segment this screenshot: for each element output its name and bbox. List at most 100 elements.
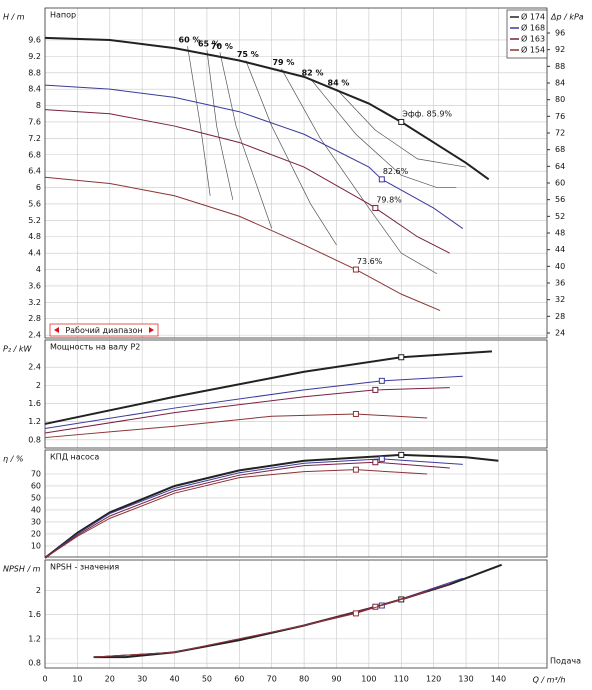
y2-tick-label: 72 [555,129,565,138]
y-tick-label: 2.4 [28,331,41,340]
y2-tick-label: 52 [555,212,565,221]
iso-efficiency-label: 75 % [237,50,259,59]
y-tick-label: 2 [36,381,41,390]
curve [44,387,450,434]
panel-title: NPSH - значения [50,563,119,572]
curve [44,350,493,425]
panel-title: Напор [50,11,76,20]
x-tick-label: 120 [426,675,441,684]
panel-frame [44,559,548,669]
y-tick-label: 0.8 [28,435,41,444]
y-tick-label: 7.6 [28,117,41,126]
iso-efficiency-line [206,50,234,200]
legend-label: Ø 168 [521,23,545,33]
duty-point-label: 79.8% [376,196,402,205]
legend-label: Ø 163 [521,34,545,44]
curve [93,563,503,659]
iso-efficiency-line [281,68,438,274]
x-tick-label: 10 [72,675,82,684]
y-tick-label: 8 [36,101,41,110]
iso-efficiency-label: 79 % [272,58,294,67]
y2-tick-label: 88 [555,62,565,71]
y2-tick-label: 36 [555,279,565,288]
y-tick-label: 9.2 [28,52,41,61]
range-label: Рабочий диапазон [65,326,142,335]
duty-point [352,266,359,273]
y-tick-label: 30 [31,517,41,526]
y-axis-label: P₂ / kW [3,345,32,354]
iso-efficiency-line [310,78,457,188]
x-tick-label: 140 [491,675,506,684]
y2-tick-label: 32 [555,295,565,304]
y2-tick-label: 56 [555,195,565,204]
y2-tick-label: 92 [555,45,565,54]
y-tick-label: 6 [36,183,41,192]
y-tick-label: 40 [31,505,41,514]
y-axis-label: H / m [3,13,25,22]
x-tick-label: 50 [202,675,212,684]
y2-tick-label: 40 [555,262,565,271]
panel-title: Мощность на валу P2 [50,343,140,352]
iso-efficiency-line [336,88,467,168]
curve [44,176,441,311]
y2-tick-label: 44 [555,245,565,254]
y-tick-label: 5.6 [28,199,41,208]
x-tick-label: 130 [458,675,473,684]
legend-label: Ø 154 [521,45,545,55]
curve [44,461,450,559]
y-tick-label: 4 [36,265,41,274]
y-tick-label: 70 [31,469,41,478]
duty-point-label: 82.6% [383,167,409,176]
legend-label: Ø 174 [521,12,545,22]
duty-point [372,386,379,393]
duty-point [378,455,385,462]
panel-frame [44,7,548,339]
duty-point [372,205,379,212]
y-tick-label: 20 [31,529,41,538]
x-tick-label: 100 [361,675,376,684]
y2-tick-label: 28 [555,312,565,321]
duty-point [398,118,405,125]
iso-efficiency-label: 65 % [198,40,220,49]
x-tick-label: 60 [234,675,244,684]
curve [44,453,499,559]
iso-efficiency-label: 60 % [179,36,201,45]
iso-efficiency-line [219,52,273,229]
y2-tick-label: 24 [555,329,565,338]
curve [93,591,428,658]
y-tick-label: 1.2 [28,634,41,643]
iso-efficiency-line [187,46,211,196]
curve [44,458,463,559]
iso-efficiency-label: 84 % [328,79,350,88]
duty-point [352,610,359,617]
y2-tick-label: 96 [555,29,565,38]
y-tick-label: 4.8 [28,232,41,241]
y-tick-label: 2.4 [28,363,41,372]
curve [44,109,451,254]
y-axis-label: NPSH / m [3,565,41,574]
y2-tick-label: 68 [555,145,565,154]
y2-axis-label: Δp / kPa [550,13,584,22]
duty-point [398,451,405,458]
panel-frame [44,339,548,449]
duty-point [352,466,359,473]
duty-point-label: 73.6% [357,257,383,266]
y2-tick-label: 64 [555,162,565,171]
y-tick-label: 7.2 [28,134,41,143]
y2-tick-label: 80 [555,95,565,104]
y-tick-label: 8.8 [28,68,41,77]
x-tick-label: 20 [105,675,115,684]
y-tick-label: 4.4 [28,249,41,258]
x-axis-label: Q / m³/h [533,676,566,685]
x-axis-note: Подача [550,657,581,666]
x-tick-label: 110 [394,675,409,684]
curve [44,469,428,559]
y2-tick-label: 84 [555,79,565,88]
y-tick-label: 10 [31,541,41,550]
y2-tick-label: 60 [555,179,565,188]
y2-tick-label: 76 [555,112,565,121]
y-tick-label: 1.6 [28,399,41,408]
curve [93,577,463,658]
y-tick-label: 5.2 [28,216,41,225]
